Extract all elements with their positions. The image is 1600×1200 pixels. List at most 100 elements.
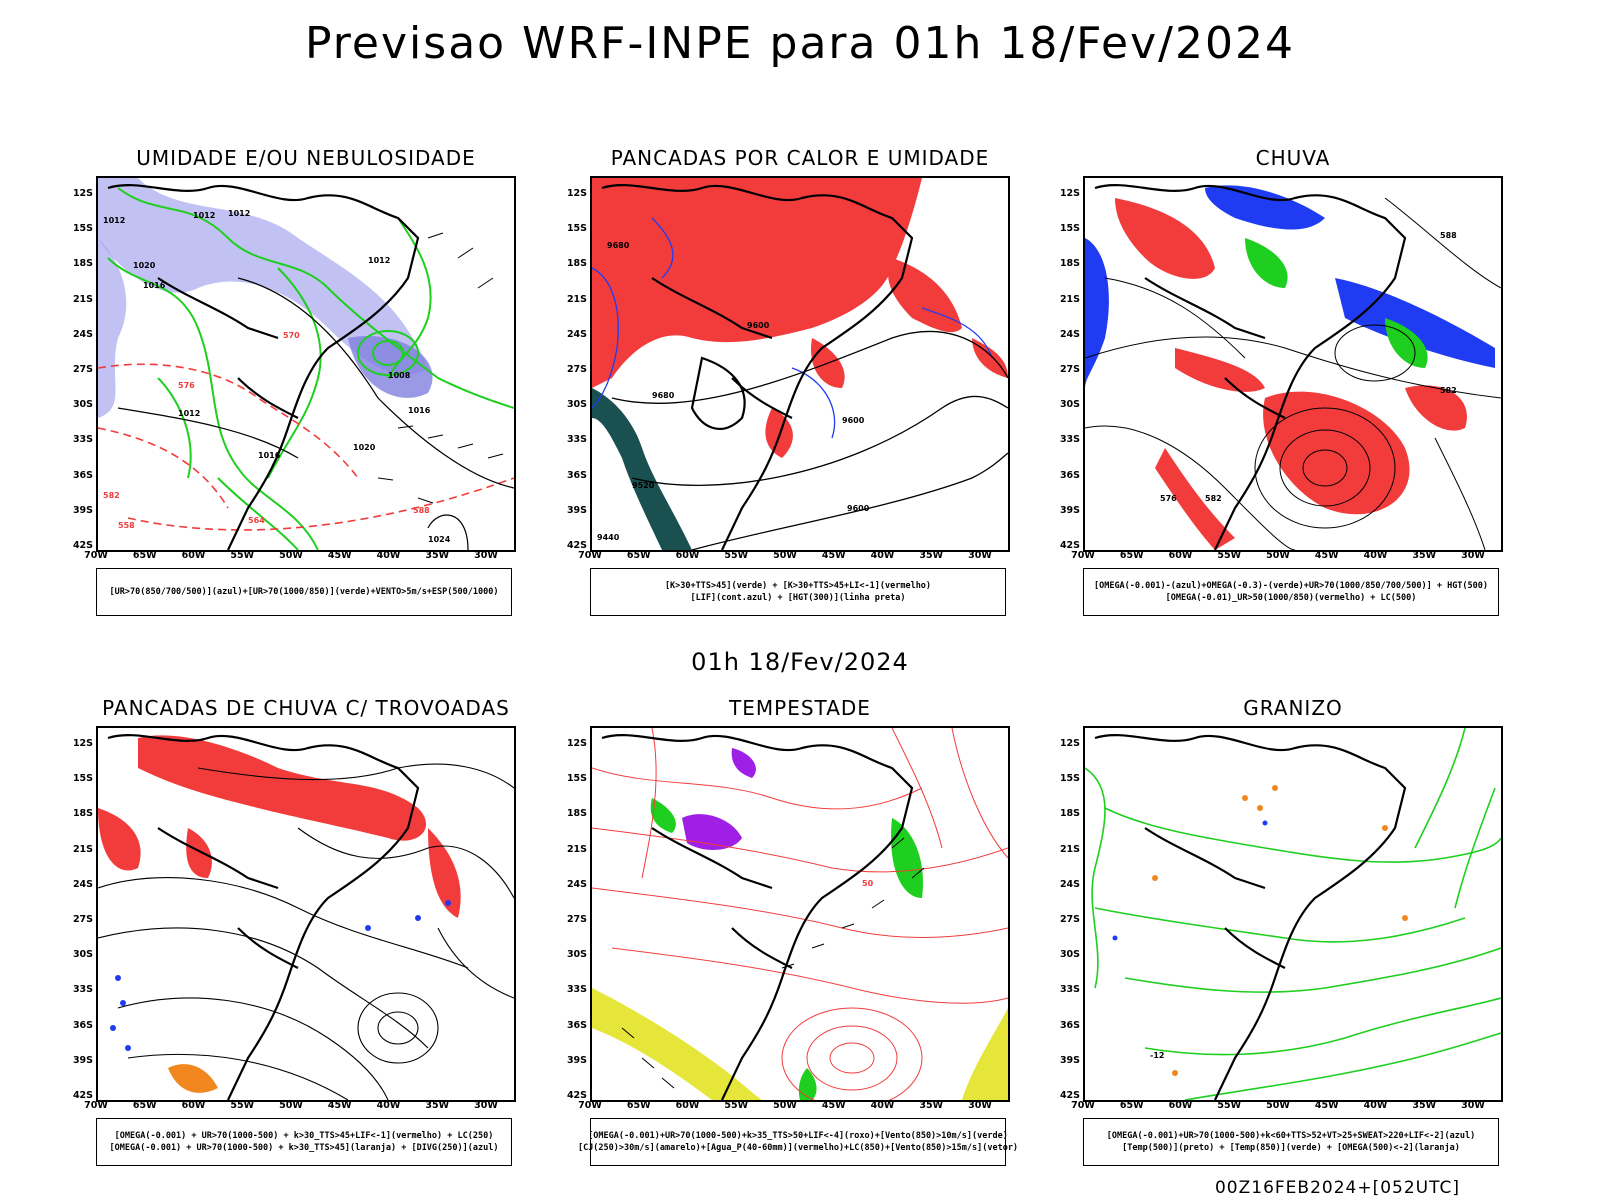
contour-label: 588 [413,506,430,515]
lat-tick-label: 12S [566,188,587,199]
lon-tick-label: 40W [376,550,401,561]
lat-tick-label: 27S [566,364,587,375]
legend-line: [LIF](cont.azul) + [HGT(300)](linha pret… [690,593,906,603]
lon-tick-label: 60W [675,550,700,561]
contour-label: 1012 [368,256,390,265]
lon-tick-label: 60W [1168,1100,1193,1111]
lat-tick-label: 36S [566,469,587,481]
map-hail: -12 [1083,726,1503,1102]
lat-tick-label: 21S [566,293,587,305]
lat-tick-label: 18S [1059,808,1080,820]
legend-line: [OMEGA(-0.001) + UR>70(1000-500) + k>30_… [109,1143,499,1153]
contour-label: 1012 [178,409,200,418]
lat-tick-label: 27S [1059,914,1080,925]
lat-tick-label: 12S [1059,188,1080,199]
lon-tick-label: 55W [724,550,749,561]
lon-tick-label: 30W [474,550,498,561]
lat-tick-label: 12S [72,738,93,749]
lat-tick-label: 12S [566,738,587,749]
contour-label: 9520 [632,481,655,490]
lon-tick-label: 45W [1314,550,1339,561]
legend-rain: [OMEGA(-0.001)-(azul)+OMEGA(-0.3)-(verde… [1083,568,1499,616]
lon-tick-label: 40W [870,1100,895,1111]
lat-tick-label: 27S [72,364,93,375]
map-heat-showers: 9680 9600 9680 9600 9520 9600 9440 [590,176,1010,552]
contour-label: 582 [1440,386,1457,395]
lon-tick-label: 40W [376,1100,401,1111]
contour-label: 1016 [143,281,166,290]
lon-tick-label: 35W [1412,1100,1437,1111]
lon-tick-label: 60W [181,550,206,561]
lon-tick-label: 70W [84,550,108,561]
lat-tick-label: 15S [566,223,587,235]
contour-label: 1020 [133,261,156,270]
lat-tick-label: 15S [566,773,587,785]
lon-tick-label: 50W [279,550,303,561]
lon-tick-label: 65W [1119,1100,1144,1111]
contour-label: 9600 [747,321,770,330]
lat-tick-label: 21S [566,843,587,855]
legend-line: [OMEGA(-0.01)_UR>50(1000/850)(vermelho) … [1165,593,1417,603]
lon-tick-label: 70W [1071,1100,1095,1111]
lat-tick-label: 24S [1059,328,1080,340]
lat-tick-label: 36S [566,1019,587,1031]
lat-tick-label: 36S [72,469,93,481]
map-heat-showers-graphic: 9680 9600 9680 9600 9520 9600 9440 [592,178,1008,550]
lat-tick-label: 42S [72,540,93,551]
lat-tick-label: 15S [1059,773,1080,785]
lat-tick-label: 39S [1059,504,1080,516]
contour-label: 1016 [258,451,281,460]
contour-label: 9680 [652,391,675,400]
lon-tick-label: 30W [968,1100,992,1111]
lon-tick-label: 30W [1461,1100,1485,1111]
lat-tick-label: 30S [72,399,93,411]
lon-tick-label: 50W [1266,550,1290,561]
panel-title-heat-showers: PANCADAS POR CALOR E UMIDADE [610,146,990,170]
lon-tick-label: 50W [773,550,797,561]
lat-tick-label: 42S [566,1090,587,1101]
lon-tick-label: 30W [968,550,992,561]
lat-tick-label: 12S [72,188,93,199]
lat-tick-label: 39S [1059,1054,1080,1066]
lat-tick-label: 27S [566,914,587,925]
lon-tick-label: 60W [181,1100,206,1111]
contour-label: 9600 [847,504,870,513]
map-storm: 50 [590,726,1010,1102]
lat-tick-label: 27S [72,914,93,925]
lat-tick-label: 36S [72,1019,93,1031]
lat-tick-label: 21S [1059,843,1080,855]
contour-label: 1008 [388,371,411,380]
lat-tick-label: 18S [72,258,93,270]
lat-tick-label: 24S [1059,878,1080,890]
lat-tick-label: 12S [1059,738,1080,749]
lon-tick-label: 70W [578,1100,602,1111]
lon-tick-label: 45W [821,550,846,561]
lat-tick-label: 42S [1059,540,1080,551]
legend-line: [CJ(250)>30m/s](amarelo)+[Agua_P(40-60mm… [577,1143,1019,1153]
lat-tick-label: 33S [1059,984,1080,996]
contour-label: 570 [283,331,300,340]
legend-hail: [OMEGA(-0.001)+UR>70(1000-500)+k<60+TTS>… [1083,1118,1499,1166]
lat-tick-label: 42S [1059,1090,1080,1101]
lat-tick-label: 18S [566,808,587,820]
lon-tick-label: 40W [1363,1100,1388,1111]
panel-title-rain: CHUVA [1255,146,1331,170]
contour-label: 50 [862,879,874,888]
legend-humidity: [UR>70(850/700/500)](azul)+[UR>70(1000/8… [96,568,512,616]
panel-title-thunderstorms: PANCADAS DE CHUVA C/ TROVOADAS [102,696,510,720]
lat-tick-label: 21S [1059,293,1080,305]
lat-tick-label: 18S [1059,258,1080,270]
lon-tick-label: 50W [773,1100,797,1111]
lon-tick-label: 65W [626,1100,651,1111]
lat-tick-label: 39S [566,504,587,516]
contour-label: 576 [1160,494,1177,503]
lat-tick-label: 18S [72,808,93,820]
lon-tick-label: 35W [425,1100,450,1111]
lon-tick-label: 45W [1314,1100,1339,1111]
lon-tick-label: 35W [919,550,944,561]
lat-tick-label: 15S [72,223,93,235]
lat-tick-label: 39S [72,1054,93,1066]
contour-label: 582 [103,491,120,500]
lat-tick-label: 33S [566,984,587,996]
contour-label: 1012 [103,216,125,225]
